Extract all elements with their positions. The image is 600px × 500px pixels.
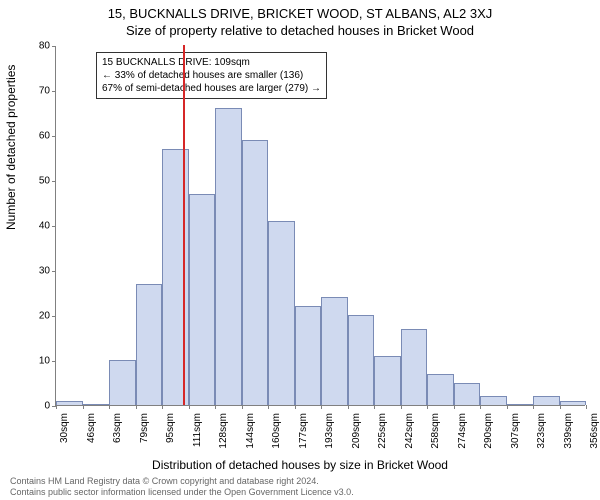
y-tick-label: 10: [20, 356, 56, 367]
histogram-bar: [242, 140, 269, 406]
footer-attribution: Contains HM Land Registry data © Crown c…: [10, 476, 590, 498]
histogram-bar: [427, 374, 454, 406]
x-tick-label: 79sqm: [139, 411, 150, 443]
y-tick-mark: [52, 271, 56, 272]
footer-line2: Contains public sector information licen…: [10, 487, 590, 498]
x-tick-label: 323sqm: [536, 411, 547, 449]
x-tick-mark: [162, 405, 163, 409]
histogram-bar: [215, 108, 242, 405]
histogram-bar: [268, 221, 295, 406]
x-tick-label: 111sqm: [192, 411, 203, 447]
x-tick-label: 63sqm: [112, 411, 123, 443]
histogram-bar: [83, 404, 110, 405]
info-box-line2: ← 33% of detached houses are smaller (13…: [102, 69, 321, 82]
info-box-line3: 67% of semi-detached houses are larger (…: [102, 82, 321, 95]
x-tick-label: 144sqm: [245, 411, 256, 449]
y-tick-label: 50: [20, 176, 56, 187]
histogram-bar: [454, 383, 481, 406]
y-tick-mark: [52, 181, 56, 182]
x-tick-label: 209sqm: [351, 411, 362, 449]
info-box-line1: 15 BUCKNALLS DRIVE: 109sqm: [102, 56, 321, 69]
y-tick-label: 40: [20, 221, 56, 232]
x-tick-mark: [348, 405, 349, 409]
y-tick-label: 30: [20, 266, 56, 277]
histogram-bar: [374, 356, 401, 406]
x-tick-mark: [189, 405, 190, 409]
y-tick-mark: [52, 46, 56, 47]
chart-title-address: 15, BUCKNALLS DRIVE, BRICKET WOOD, ST AL…: [0, 6, 600, 21]
x-tick-label: 356sqm: [589, 411, 600, 449]
histogram-bar: [189, 194, 216, 406]
x-tick-mark: [507, 405, 508, 409]
x-tick-mark: [586, 405, 587, 409]
x-tick-label: 242sqm: [404, 411, 415, 449]
x-tick-mark: [480, 405, 481, 409]
x-tick-label: 193sqm: [324, 411, 335, 449]
histogram-bar: [321, 297, 348, 405]
x-tick-label: 30sqm: [59, 411, 70, 443]
x-tick-mark: [560, 405, 561, 409]
x-tick-mark: [454, 405, 455, 409]
x-tick-label: 177sqm: [298, 411, 309, 449]
x-tick-mark: [295, 405, 296, 409]
y-tick-label: 70: [20, 86, 56, 97]
x-tick-label: 339sqm: [563, 411, 574, 449]
x-tick-mark: [321, 405, 322, 409]
y-tick-label: 80: [20, 41, 56, 52]
property-marker-line: [183, 45, 185, 405]
histogram-bar: [507, 404, 534, 405]
x-tick-label: 258sqm: [430, 411, 441, 449]
footer-line1: Contains HM Land Registry data © Crown c…: [10, 476, 590, 487]
x-tick-mark: [268, 405, 269, 409]
histogram-bar: [348, 315, 375, 405]
x-tick-label: 160sqm: [271, 411, 282, 449]
x-tick-mark: [242, 405, 243, 409]
histogram-bar: [401, 329, 428, 406]
y-tick-label: 60: [20, 131, 56, 142]
x-axis-label: Distribution of detached houses by size …: [0, 458, 600, 472]
x-tick-label: 128sqm: [218, 411, 229, 449]
y-tick-mark: [52, 316, 56, 317]
x-tick-mark: [56, 405, 57, 409]
x-tick-mark: [374, 405, 375, 409]
x-tick-label: 274sqm: [457, 411, 468, 449]
histogram-bar: [56, 401, 83, 406]
y-tick-mark: [52, 91, 56, 92]
y-tick-label: 20: [20, 311, 56, 322]
x-tick-mark: [427, 405, 428, 409]
x-tick-mark: [109, 405, 110, 409]
chart-container: 15, BUCKNALLS DRIVE, BRICKET WOOD, ST AL…: [0, 0, 600, 500]
histogram-bar: [295, 306, 322, 405]
x-tick-label: 290sqm: [483, 411, 494, 449]
histogram-bar: [533, 396, 560, 405]
x-tick-label: 46sqm: [86, 411, 97, 443]
y-tick-mark: [52, 226, 56, 227]
info-box: 15 BUCKNALLS DRIVE: 109sqm ← 33% of deta…: [96, 52, 327, 99]
histogram-bar: [480, 396, 507, 405]
x-tick-label: 225sqm: [377, 411, 388, 449]
y-axis-label: Number of detached properties: [4, 65, 18, 230]
histogram-bar: [136, 284, 163, 406]
x-tick-mark: [215, 405, 216, 409]
x-tick-mark: [83, 405, 84, 409]
x-tick-mark: [533, 405, 534, 409]
plot-area: 15 BUCKNALLS DRIVE: 109sqm ← 33% of deta…: [55, 46, 585, 406]
y-tick-mark: [52, 361, 56, 362]
histogram-bar: [560, 401, 587, 406]
x-tick-label: 307sqm: [510, 411, 521, 449]
chart-subtitle: Size of property relative to detached ho…: [0, 23, 600, 38]
x-tick-label: 95sqm: [165, 411, 176, 443]
y-tick-mark: [52, 136, 56, 137]
y-tick-label: 0: [20, 401, 56, 412]
histogram-bar: [109, 360, 136, 405]
x-tick-mark: [136, 405, 137, 409]
x-tick-mark: [401, 405, 402, 409]
